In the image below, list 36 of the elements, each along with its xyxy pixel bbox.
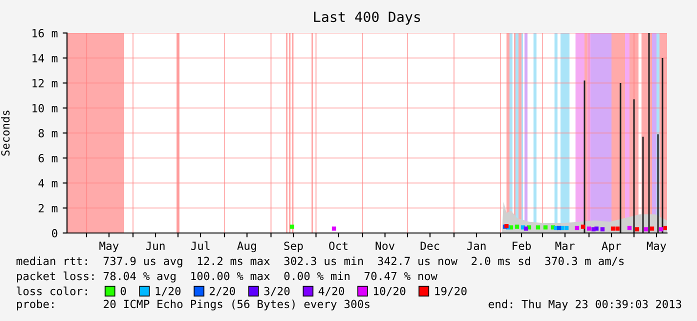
y-tick-label: 12 m [32,79,58,88]
text: end: Thu May 23 00:39:03 2013 [488,300,682,310]
x-tick-label: Mar [555,242,575,250]
legend-label: 3/20 [264,286,290,296]
y-tick-label: 8 m [38,129,58,138]
text: median rtt: 737.9 us avg 12.2 ms max 302.3 us min 342.7 us now 2.0 ms sd 370.3 m am/s [16,256,624,268]
x-tick-label: Nov [376,242,394,250]
chart-title: Last 400 Days [314,12,420,25]
x-tick-label: Dec [420,242,440,250]
x-tick-label: Sep [284,242,303,252]
x-tick-label: Feb [512,241,531,250]
x-tick-label: Aug [237,242,256,252]
y-axis-title: Seconds [1,110,10,156]
x-tick-label: May [99,242,119,252]
y-tick-label: 0 [52,229,58,238]
x-tick-label: Jul [191,241,210,250]
legend-label: 1/20 [156,286,181,296]
x-tick-label: Apr [602,242,622,252]
text: packet loss: 78.04 % avg 100.00 % max 0.00 % min 70.47 % now [17,272,438,282]
text: probe: 20 ICMP Echo Pings (56 Bytes) every 300s [17,300,370,310]
x-tick-label: Jun [146,242,165,250]
x-tick-label: Oct [329,242,348,250]
legend-label: 2/20 [210,286,236,296]
y-tick-label: 2 m [38,204,58,212]
y-tick-label: 14 m [32,54,58,62]
legend-label: 10/20 [374,286,406,296]
y-tick-label: 10 m [32,104,58,112]
legend-label: 4/20 [318,286,344,296]
legend-title: loss color: [16,286,87,296]
x-tick-label: May [646,242,666,252]
y-tick-label: 6 m [38,154,58,162]
legend-label: 0 [120,286,126,296]
x-tick-label: Jan [467,242,486,250]
legend-label: 19/20 [435,286,467,296]
y-tick-label: 4 m [38,179,58,188]
y-tick-label: 16 m [32,29,58,38]
